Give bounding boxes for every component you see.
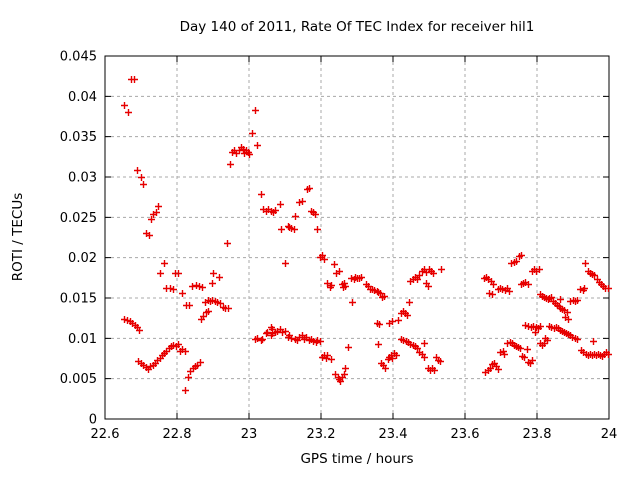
x-axis-label: GPS time / hours — [300, 451, 413, 467]
x-tick-label: 23.4 — [379, 427, 408, 442]
y-tick-label: 0.01 — [68, 332, 97, 347]
data-point-markers — [121, 76, 612, 394]
tick-marks-layer — [104, 55, 610, 420]
x-tick-label: 23.2 — [307, 427, 336, 442]
y-tick-label: 0.03 — [68, 171, 97, 186]
x-tick-label: 23.6 — [451, 427, 480, 442]
x-tick-labels: 22.6 22.8 23 23.2 23.4 23.6 23.8 24 — [91, 427, 618, 442]
y-tick-label: 0.045 — [60, 50, 97, 65]
gridline — [105, 56, 609, 419]
scatter-points-layer — [121, 76, 612, 394]
x-tick-label: 24 — [601, 427, 618, 442]
y-tick-label: 0.005 — [60, 372, 97, 387]
y-tick-label: 0.035 — [60, 130, 97, 145]
y-axis-label: ROTI / TECUs — [10, 193, 26, 281]
grid-layer — [105, 56, 609, 419]
y-tick-label: 0.015 — [60, 292, 97, 307]
plot-border — [104, 55, 610, 420]
chart-title: Day 140 of 2011, Rate Of TEC Index for r… — [180, 19, 535, 35]
y-tick-label: 0.04 — [68, 90, 97, 105]
y-tick-label: 0.02 — [68, 251, 97, 266]
x-tick-label: 23.8 — [523, 427, 552, 442]
x-tick-label: 22.6 — [91, 427, 120, 442]
y-tick-label: 0 — [89, 413, 97, 428]
y-tick-label: 0.025 — [60, 211, 97, 226]
x-tick-label: 22.8 — [163, 427, 192, 442]
y-tick-labels: 0 0.005 0.01 0.015 0.02 0.025 0.03 0.035 0.04 0.0… — [60, 50, 97, 428]
tick-mark — [104, 55, 610, 420]
x-tick-label: 23 — [241, 427, 258, 442]
